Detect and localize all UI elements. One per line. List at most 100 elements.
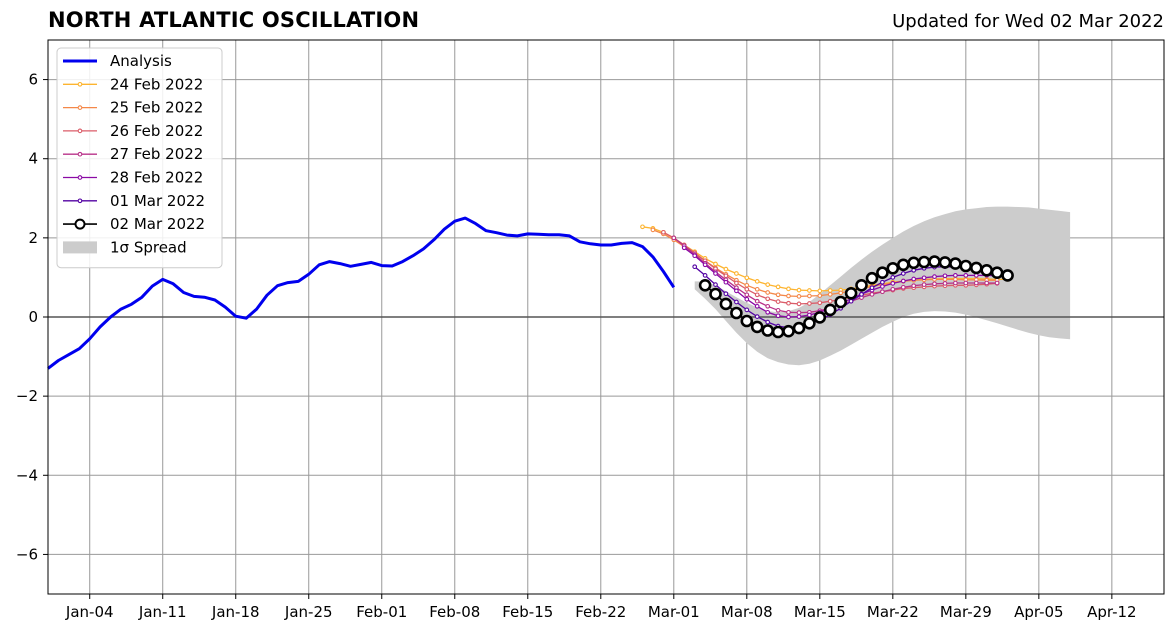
forecast-point	[723, 279, 729, 285]
forecast-point	[932, 274, 937, 279]
forecast-point	[723, 266, 729, 272]
forecast-point	[786, 286, 791, 292]
forecast-point	[744, 282, 750, 288]
x-tick-label: Jan-18	[211, 603, 260, 621]
forecast-point	[938, 256, 952, 269]
forecast-point	[796, 314, 802, 319]
forecast-point	[973, 280, 979, 286]
forecast-point	[817, 288, 823, 294]
forecast-point	[827, 292, 833, 297]
forecast-point	[869, 292, 875, 297]
legend-label: 24 Feb 2022	[110, 75, 203, 93]
forecast-point	[775, 313, 781, 319]
legend: Analysis 24 Feb 2022 25 Feb 2022 26 Feb 202…	[56, 47, 223, 269]
forecast-point	[681, 245, 687, 251]
legend-label: 01 Mar 2022	[110, 192, 205, 210]
legend-label: 02 Mar 2022	[110, 215, 205, 233]
forecast-point	[900, 278, 906, 284]
legend-swatch-marker	[77, 151, 83, 157]
legend-swatch-marker	[77, 105, 83, 110]
forecast-point	[786, 300, 791, 306]
forecast-point	[796, 310, 802, 315]
x-tick-label: Jan-04	[65, 603, 114, 621]
forecast-point	[765, 290, 771, 295]
forecast-point	[671, 235, 677, 241]
forecast-point	[744, 296, 750, 302]
forecast-point	[890, 286, 896, 292]
forecast-point	[650, 227, 656, 233]
forecast-point	[834, 295, 848, 309]
x-tick-label: Feb-22	[575, 603, 626, 621]
forecast-point	[786, 309, 791, 315]
y-tick-label: 6	[28, 71, 38, 89]
axes: Jan-04 Jan-11 Jan-18 Jan-25 Feb-01 Feb-08 Feb-…	[16, 39, 1165, 621]
legend-label: 26 Feb 2022	[110, 122, 203, 140]
forecast-point	[782, 324, 795, 338]
forecast-point	[911, 283, 917, 289]
legend-swatch-marker	[74, 218, 86, 230]
x-tick-label: Mar-01	[648, 603, 700, 621]
y-tick-label: 2	[28, 229, 38, 247]
y-tick-label: −6	[16, 545, 38, 563]
forecast-point	[823, 303, 837, 317]
forecast-point	[907, 256, 921, 270]
forecast-point	[807, 301, 812, 306]
x-tick-label: Mar-08	[721, 603, 773, 621]
forecast-point	[890, 275, 896, 280]
forecast-point	[744, 286, 750, 292]
y-tick-label: 0	[28, 308, 38, 326]
forecast-point	[713, 271, 718, 276]
forecast-point	[698, 278, 712, 292]
forecast-point	[844, 286, 858, 300]
legend-swatch-marker	[77, 128, 83, 134]
forecast-point	[734, 299, 739, 305]
forecast-point	[817, 293, 823, 298]
forecast-point	[949, 257, 962, 270]
forecast-point	[692, 253, 698, 259]
forecast-point	[796, 301, 802, 307]
forecast-point	[994, 280, 1000, 286]
forecast-point	[734, 288, 739, 294]
forecast-point	[990, 266, 1004, 280]
series	[47, 216, 1014, 370]
forecast-point	[1001, 269, 1014, 282]
forecast-point	[709, 287, 722, 301]
forecast-point	[765, 319, 771, 325]
forecast-point	[792, 321, 806, 335]
analysis-line	[47, 216, 676, 370]
legend-swatch-marker	[77, 175, 83, 180]
forecast-point	[880, 284, 885, 289]
legend-label: 27 Feb 2022	[110, 145, 203, 163]
legend-label: 28 Feb 2022	[110, 169, 203, 187]
forecast-point	[900, 271, 906, 276]
forecast-point	[921, 275, 927, 281]
forecast-point	[827, 298, 833, 304]
forecast-point	[730, 306, 743, 320]
forecast-point	[786, 293, 791, 299]
x-tick-label: Apr-05	[1014, 603, 1064, 621]
updated-label: Updated for Wed 02 Mar 2022	[892, 11, 1164, 32]
forecast-point	[765, 309, 771, 315]
forecast-point	[786, 314, 791, 320]
forecast-point	[827, 288, 833, 293]
forecast-point	[959, 259, 973, 273]
forecast-point	[692, 264, 698, 270]
forecast-point	[754, 314, 760, 319]
forecast-point	[765, 303, 771, 309]
forecast-point	[734, 280, 739, 286]
forecast-point	[702, 262, 708, 268]
forecast-point	[984, 280, 990, 286]
forecast-point	[744, 275, 750, 281]
x-tick-label: Feb-08	[429, 603, 480, 621]
forecast-point	[900, 284, 906, 290]
chart-title: NORTH ATLANTIC OSCILLATION	[48, 8, 420, 32]
forecast-point	[855, 278, 868, 292]
forecast-point	[713, 261, 718, 267]
forecast-point	[869, 285, 875, 291]
forecast-point	[775, 299, 781, 304]
x-tick-label: Feb-15	[502, 603, 553, 621]
forecast-point	[807, 312, 812, 318]
forecast-point	[740, 314, 754, 328]
forecast-point	[771, 325, 785, 339]
